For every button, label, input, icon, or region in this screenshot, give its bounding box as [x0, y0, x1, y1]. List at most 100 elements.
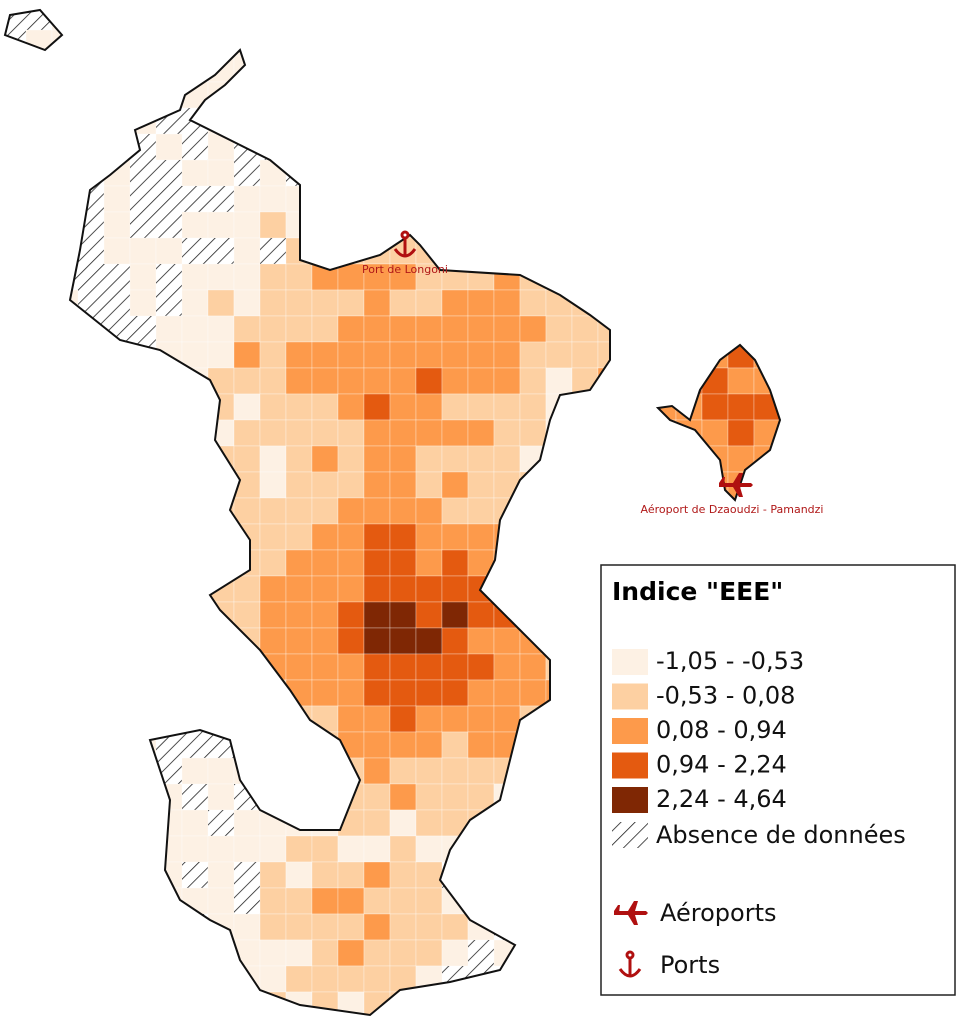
- grid-cell: [441, 575, 469, 603]
- grid-cell: [181, 601, 209, 629]
- grid-cell: [441, 367, 469, 395]
- grid-cell: [546, 82, 572, 108]
- grid-cell: [77, 81, 105, 109]
- legend-items: -1,05 - -0,53 -0,53 - 0,08 0,08 - 0,94 0,94…: [612, 647, 804, 813]
- grid-cell: [26, 368, 52, 394]
- grid-cell: [519, 523, 547, 551]
- grid-cell: [25, 185, 53, 213]
- grid-cell: [519, 809, 547, 837]
- grid-cell: [259, 10, 287, 31]
- grid-cell: [5, 30, 26, 56]
- grid-cell: [338, 1018, 364, 1024]
- grid-cell: [312, 10, 338, 30]
- grid-cell: [181, 575, 209, 603]
- grid-cell: [389, 523, 417, 551]
- grid-cell: [441, 159, 469, 187]
- grid-cell: [571, 107, 599, 135]
- grid-cell: [545, 601, 573, 629]
- grid-cell: [155, 315, 183, 343]
- grid-cell: [363, 133, 391, 161]
- grid-cell: [675, 263, 703, 291]
- grid-cell: [311, 783, 339, 811]
- grid-cell: [130, 862, 156, 888]
- grid-cell: [337, 523, 365, 551]
- grid-cell: [493, 315, 521, 343]
- grid-cell: [727, 315, 755, 343]
- grid-cell: [363, 185, 391, 213]
- grid-cell: [260, 108, 286, 134]
- grid-cell: [545, 783, 573, 811]
- grid-cell: [571, 133, 599, 161]
- grid-cell: [104, 1018, 130, 1024]
- grid-cell: [571, 237, 599, 265]
- grid-cell: [5, 133, 27, 161]
- grid-cell: [649, 341, 677, 369]
- grid-cell: [337, 627, 365, 655]
- grid-cell: [467, 471, 495, 499]
- grid-cell: [311, 965, 339, 993]
- grid-cell: [156, 264, 182, 290]
- grid-cell: [364, 1018, 390, 1024]
- grid-cell: [390, 108, 416, 134]
- grid-cell: [727, 991, 755, 1015]
- grid-cell: [233, 601, 261, 629]
- grid-cell: [207, 315, 235, 343]
- grid-cell: [389, 289, 417, 317]
- grid-cell: [5, 108, 26, 134]
- grid-cell: [103, 237, 131, 265]
- grid-cell: [390, 1018, 416, 1024]
- grid-cell: [5, 888, 26, 914]
- grid-cell: [181, 445, 209, 473]
- grid-cell: [130, 524, 156, 550]
- grid-cell: [779, 81, 780, 109]
- grid-cell: [493, 367, 521, 395]
- grid-cell: [130, 160, 156, 186]
- grid-cell: [598, 82, 624, 108]
- grid-cell: [649, 133, 677, 161]
- grid-cell: [493, 107, 521, 135]
- grid-cell: [5, 862, 26, 888]
- grid-cell: [545, 263, 573, 291]
- grid-cell: [52, 784, 78, 810]
- grid-cell: [337, 445, 365, 473]
- grid-cell: [571, 705, 599, 733]
- grid-cell: [156, 576, 182, 602]
- grid-cell: [806, 446, 832, 472]
- grid-cell: [182, 732, 208, 758]
- grid-cell: [337, 783, 365, 811]
- grid-cell: [207, 29, 235, 57]
- grid-cell: [519, 185, 547, 213]
- grid-cell: [155, 991, 183, 1015]
- grid-cell: [155, 10, 183, 31]
- grid-cell: [545, 809, 573, 837]
- grid-cell: [779, 315, 780, 343]
- grid-cell: [415, 55, 443, 83]
- grid-cell: [233, 367, 261, 395]
- grid-cell: [311, 159, 339, 187]
- grid-cell: [519, 575, 547, 603]
- grid-cell: [78, 810, 104, 836]
- grid-cell: [753, 133, 780, 161]
- grid-cell: [233, 705, 261, 733]
- grid-cell: [519, 211, 547, 239]
- grid-cell: [441, 419, 469, 447]
- grid-cell: [806, 30, 832, 56]
- grid-cell: [649, 367, 677, 395]
- grid-cell: [415, 679, 443, 707]
- grid-cell: [103, 471, 131, 499]
- grid-cell: [779, 393, 780, 421]
- grid-cell: [363, 471, 391, 499]
- grid-cell: [233, 575, 261, 603]
- grid-cell: [259, 575, 287, 603]
- grid-cell: [260, 82, 286, 108]
- grid-cell: [389, 731, 417, 759]
- grid-cell: [103, 601, 131, 629]
- grid-cell: [441, 679, 469, 707]
- grid-cell: [260, 1018, 286, 1024]
- grid-cell: [156, 212, 182, 238]
- grid-cell: [286, 160, 312, 186]
- grid-cell: [806, 1018, 832, 1024]
- grid-cell: [260, 56, 286, 82]
- grid-cell: [520, 1018, 546, 1024]
- grid-cell: [701, 445, 729, 473]
